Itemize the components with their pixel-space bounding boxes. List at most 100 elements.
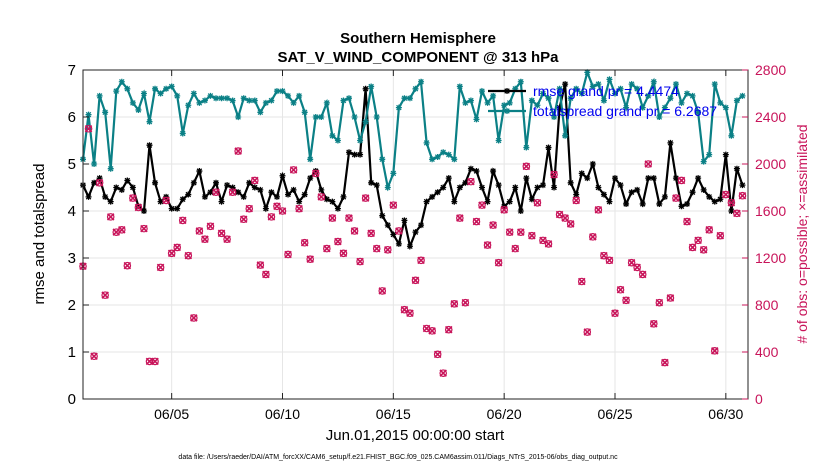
obs-assimilated-point — [710, 347, 719, 355]
series-point — [235, 189, 242, 196]
obs-assimilated-point — [594, 206, 603, 214]
obs-possible-point — [311, 169, 320, 178]
obs-possible-point — [411, 276, 420, 285]
series-point — [739, 92, 746, 99]
obs-assimilated-point — [278, 207, 287, 215]
series-point — [118, 78, 125, 85]
series-point — [312, 114, 319, 120]
series-point — [584, 175, 591, 182]
obs-possible-point — [655, 298, 664, 307]
obs-assimilated-point — [589, 233, 597, 241]
series-point — [661, 104, 668, 111]
series-point — [462, 99, 469, 106]
series-point — [357, 137, 364, 144]
obs-assimilated-point — [184, 251, 193, 260]
obs-assimilated-point — [677, 176, 686, 185]
y2-tick-label: 2400 — [755, 109, 786, 125]
series-point — [711, 198, 718, 205]
obs-assimilated-point — [195, 227, 204, 235]
series-point — [517, 208, 524, 214]
series-point — [567, 95, 574, 102]
obs-possible-point — [566, 220, 575, 228]
series-point — [695, 175, 702, 182]
obs-possible-point — [522, 162, 531, 171]
series-point — [684, 200, 691, 207]
obs-possible-point — [262, 270, 270, 279]
obs-assimilated-point — [101, 291, 109, 299]
series-point — [462, 179, 469, 186]
series-point — [711, 81, 718, 88]
obs-possible-point — [284, 250, 292, 259]
obs-assimilated-point — [622, 296, 630, 305]
obs-possible-point — [439, 369, 448, 377]
obs-possible-point — [505, 228, 514, 236]
series-point — [467, 97, 474, 104]
series-point — [667, 95, 674, 102]
series-point — [268, 97, 275, 104]
obs-possible-point — [417, 256, 425, 265]
obs-possible-point — [400, 305, 409, 314]
obs-assimilated-point — [433, 350, 442, 359]
chart-title: Southern Hemisphere — [340, 30, 496, 47]
series-point — [551, 114, 558, 120]
obs-possible-point — [361, 194, 370, 202]
series-point — [600, 191, 607, 198]
obs-possible-point — [134, 203, 143, 212]
obs-possible-point — [184, 251, 193, 260]
series-point — [246, 179, 253, 186]
obs-possible-point — [594, 206, 603, 214]
obs-assimilated-point — [511, 244, 520, 253]
series-point — [528, 97, 535, 104]
series-point — [168, 205, 175, 212]
series-point — [401, 217, 408, 224]
series-point — [262, 205, 269, 212]
obs-assimilated-point — [251, 176, 259, 185]
series-point — [612, 175, 618, 182]
series-point — [373, 182, 380, 189]
y2-axis-label: # of obs: o=possible; ×=assimilated — [794, 124, 810, 343]
y-tick-label: 0 — [68, 391, 76, 408]
series-point — [135, 203, 142, 210]
obs-assimilated-point — [239, 215, 248, 223]
series-point — [589, 161, 596, 167]
series-point — [323, 196, 330, 203]
obs-possible-point — [633, 263, 641, 272]
series-point — [357, 151, 364, 158]
obs-assimilated-point — [517, 228, 525, 236]
obs-possible-point — [278, 207, 287, 215]
obs-assimilated-point — [478, 201, 486, 209]
series-point — [301, 109, 308, 116]
series-point — [379, 156, 386, 163]
obs-possible-point — [173, 243, 182, 252]
obs-assimilated-point — [494, 258, 503, 267]
legend-label: totalspread grand pr = 6.2687 — [533, 103, 717, 119]
series-point — [567, 179, 574, 186]
y2-tick-label: 800 — [755, 297, 779, 313]
obs-possible-point — [600, 251, 608, 260]
series-point — [218, 95, 225, 102]
series-point — [340, 97, 347, 104]
series-point — [534, 184, 541, 191]
obs-assimilated-point — [350, 227, 359, 235]
series-point — [479, 88, 485, 95]
obs-possible-point — [489, 221, 497, 229]
series-point — [689, 92, 696, 99]
obs-assimilated-point — [311, 169, 320, 178]
obs-assimilated-point — [500, 206, 508, 214]
series-point — [573, 191, 580, 198]
obs-possible-point — [317, 193, 326, 201]
series-point — [528, 196, 535, 203]
obs-assimilated-point — [190, 314, 198, 322]
obs-possible-point — [406, 309, 414, 318]
obs-possible-point — [478, 201, 486, 209]
obs-assimilated-point — [406, 309, 414, 317]
series-point — [318, 114, 325, 120]
series-point — [484, 198, 491, 205]
series-point — [545, 144, 552, 151]
obs-possible-point — [688, 243, 697, 252]
obs-possible-point — [555, 210, 564, 219]
obs-possible-point — [500, 206, 508, 214]
series-point — [451, 198, 458, 205]
series-point — [656, 114, 663, 120]
series-point — [733, 165, 740, 172]
